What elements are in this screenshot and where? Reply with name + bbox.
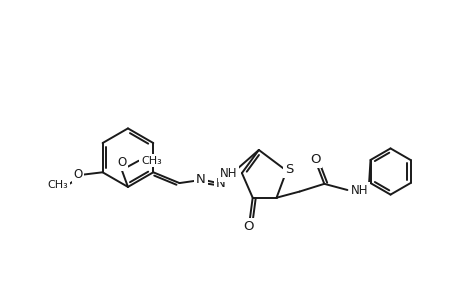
Text: S: S [285, 163, 293, 176]
Text: O: O [73, 168, 83, 181]
Text: O: O [117, 156, 126, 169]
Text: NH: NH [219, 167, 237, 180]
Text: CH₃: CH₃ [47, 180, 68, 190]
Text: O: O [242, 220, 253, 233]
Text: N: N [196, 173, 206, 187]
Text: NH: NH [350, 184, 367, 197]
Text: O: O [309, 154, 319, 166]
Text: CH₃: CH₃ [141, 156, 162, 166]
Text: N: N [216, 177, 225, 190]
